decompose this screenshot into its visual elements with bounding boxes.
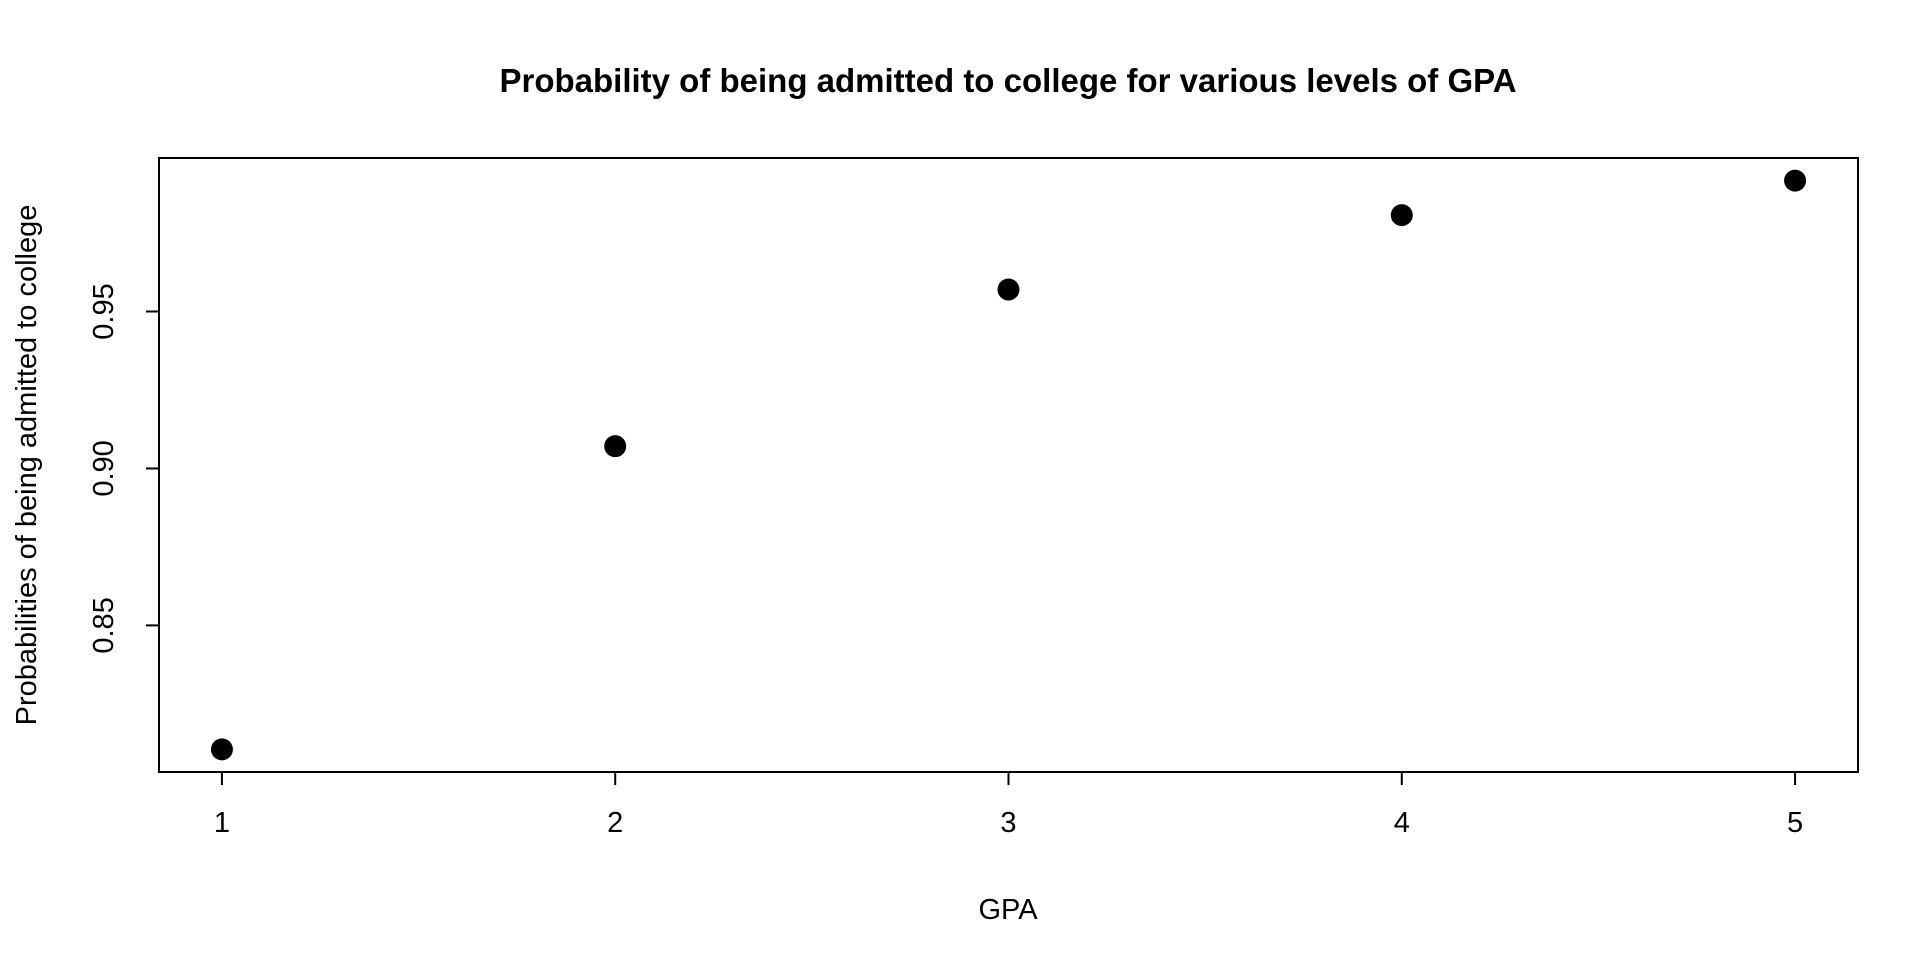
y-tick-label: 0.85 <box>88 597 120 653</box>
x-tick-label: 1 <box>214 807 230 839</box>
chart-title: Probability of being admitted to college… <box>499 62 1516 99</box>
data-point <box>997 278 1020 301</box>
data-points <box>210 169 1807 761</box>
x-tick-label: 3 <box>1000 807 1016 839</box>
data-point <box>1784 169 1807 192</box>
x-tick-label: 4 <box>1394 807 1410 839</box>
y-tick-label: 0.95 <box>88 283 120 339</box>
plot-frame <box>158 157 1859 773</box>
data-point <box>210 738 233 761</box>
x-axis-label: GPA <box>978 894 1038 926</box>
data-point <box>604 435 627 458</box>
y-tick-label: 0.90 <box>88 440 120 496</box>
y-axis-label: Probabilities of being admitted to colle… <box>11 205 43 726</box>
x-axis: 1 2 3 4 5 <box>214 771 1803 839</box>
x-tick-label: 5 <box>1787 807 1803 839</box>
y-axis: 0.85 0.90 0.95 <box>88 283 160 654</box>
data-point <box>1390 204 1413 227</box>
x-tick-label: 2 <box>607 807 623 839</box>
